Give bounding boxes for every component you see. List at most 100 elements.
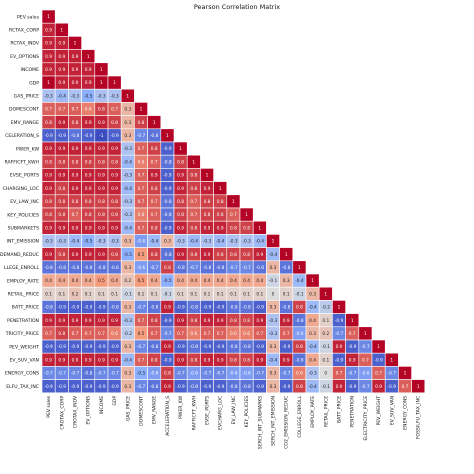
cell-value-label: -0.1 bbox=[163, 291, 172, 297]
cell-value-label: 0.8 bbox=[151, 252, 158, 258]
cell-value-label: 1 bbox=[272, 239, 275, 245]
cell-value-label: -0.8 bbox=[58, 265, 67, 271]
cell-value-label: 0.8 bbox=[177, 159, 184, 165]
cell-value-label: 0.6 bbox=[243, 331, 250, 337]
cell-value-label: 0.3 bbox=[270, 371, 277, 377]
cell-value-label: 0.8 bbox=[58, 252, 65, 258]
cell-value-label: -0.1 bbox=[124, 291, 133, 297]
y-tick-label: RETAIL_PRICE bbox=[8, 292, 39, 298]
cell-value-label: -0.9 bbox=[84, 344, 93, 350]
cell-value-label: 0.9 bbox=[204, 318, 211, 324]
cell-value-label: -0.9 bbox=[282, 384, 291, 390]
x-tick-label: PEV_WEIGHT bbox=[376, 396, 382, 426]
cell-value-label: -0.8 bbox=[150, 384, 159, 390]
cell-value-label: -0.8 bbox=[163, 212, 172, 218]
cell-value-label: -0.8 bbox=[150, 344, 159, 350]
cell-value-label: -0.8 bbox=[229, 305, 238, 311]
cell-value-label: 0.8 bbox=[243, 225, 250, 231]
cell-value-label: 0.8 bbox=[45, 212, 52, 218]
cell-value-label: 0.9 bbox=[45, 41, 52, 47]
cell-value-label: 0.8 bbox=[217, 252, 224, 258]
cell-value-label: 0.1 bbox=[45, 291, 52, 297]
cell-value-label: -0.3 bbox=[58, 239, 67, 245]
cell-value-label: 0.9 bbox=[204, 357, 211, 363]
cell-value-label: -0.8 bbox=[242, 344, 251, 350]
cell-value-label: -0.3 bbox=[124, 212, 133, 218]
cell-value-label: -0.9 bbox=[163, 173, 172, 179]
cell-value-label: 0.3 bbox=[270, 384, 277, 390]
cell-value-label: -0.9 bbox=[71, 384, 80, 390]
cell-value-label: -0.9 bbox=[84, 305, 93, 311]
cell-value-label: -0.4 bbox=[150, 239, 159, 245]
cell-value-label: -0.9 bbox=[71, 305, 80, 311]
cell-value-label: -0.9 bbox=[256, 384, 265, 390]
cell-value-label: 0.8 bbox=[45, 199, 52, 205]
cell-value-label: -0.8 bbox=[44, 265, 53, 271]
cell-value-label: -0.1 bbox=[269, 278, 278, 284]
cell-value-label: -0.5 bbox=[163, 278, 172, 284]
cell-value-label: 1 bbox=[47, 80, 50, 86]
cell-value-label: 0.9 bbox=[204, 186, 211, 192]
cell-value-label: -0.9 bbox=[58, 133, 67, 139]
cell-value-label: 0.8 bbox=[177, 212, 184, 218]
cell-value-label: -0.9 bbox=[163, 186, 172, 192]
y-tick-label: ENERGY_CONS bbox=[5, 371, 39, 377]
cell-value-label: 0.7 bbox=[177, 331, 184, 337]
cell-value-label: -0.9 bbox=[176, 344, 185, 350]
cell-value-label: -0.9 bbox=[374, 357, 383, 363]
cell-value-label: -0.9 bbox=[58, 344, 67, 350]
cell-value-label: 0.4 bbox=[309, 318, 316, 324]
cell-value-label: -0.9 bbox=[348, 384, 357, 390]
cell-value-label: 1 bbox=[74, 41, 77, 47]
cell-value-label: -0.3 bbox=[44, 93, 53, 99]
cell-value-label: 1 bbox=[153, 120, 156, 126]
cell-value-label: 0.9 bbox=[58, 173, 65, 179]
cell-value-label: 0.9 bbox=[45, 252, 52, 258]
cell-value-label: 0.8 bbox=[217, 199, 224, 205]
x-tick-label: ELECTRICITY_PRICE bbox=[363, 396, 369, 441]
cell-value-label: 0.7 bbox=[138, 186, 145, 192]
cell-value-label: 1 bbox=[47, 14, 50, 20]
cell-value-label: -0.6 bbox=[295, 331, 304, 337]
y-tick-label: CHARGING_LOC bbox=[3, 186, 39, 192]
cell-value-label: -0.6 bbox=[190, 371, 199, 377]
y-tick-label: EV_SUV_VAN bbox=[10, 358, 40, 364]
cell-value-label: 0.7 bbox=[111, 107, 118, 113]
cell-value-label: -0.4 bbox=[71, 239, 80, 245]
cell-value-label: 0.6 bbox=[296, 371, 303, 377]
cell-value-label: 0.4 bbox=[243, 278, 250, 284]
cell-value-label: 0.5 bbox=[138, 252, 145, 258]
y-tick-label: EV_OPTIONS bbox=[10, 54, 39, 60]
cell-value-label: 0.3 bbox=[124, 133, 131, 139]
y-tick-label: EV_LAW_INC bbox=[10, 199, 39, 205]
cell-value-label: -0.1 bbox=[322, 344, 331, 350]
cell-value-label: -0.3 bbox=[242, 239, 251, 245]
cell-value-label: -0.8 bbox=[163, 252, 172, 258]
cell-value-label: -0.7 bbox=[137, 133, 146, 139]
cell-value-label: 0.8 bbox=[98, 159, 105, 165]
cell-value-label: 0.8 bbox=[190, 186, 197, 192]
cell-value-label: 0.8 bbox=[151, 357, 158, 363]
cell-value-label: -0.7 bbox=[190, 265, 199, 271]
cell-value-label: -0.7 bbox=[229, 265, 238, 271]
cell-value-label: 1 bbox=[258, 225, 261, 231]
cell-value-label: 0.9 bbox=[45, 67, 52, 73]
x-tick-label: EV_OPTIONS bbox=[86, 396, 92, 425]
cell-value-label: 0.8 bbox=[190, 252, 197, 258]
cell-value-label: 1 bbox=[351, 318, 354, 324]
cell-value-label: 0.8 bbox=[45, 120, 52, 126]
cell-value-label: 0.2 bbox=[72, 291, 79, 297]
cell-value-label: 1 bbox=[140, 107, 143, 113]
cell-value-label: -0.9 bbox=[44, 133, 53, 139]
cell-value-label: -0.9 bbox=[256, 305, 265, 311]
cell-value-label: 0.9 bbox=[98, 173, 105, 179]
cell-value-label: 1 bbox=[364, 331, 367, 337]
cell-value-label: 0.8 bbox=[151, 318, 158, 324]
y-tick-label: LLEGE_ENROLL bbox=[4, 265, 39, 271]
cell-value-label: -0.3 bbox=[229, 239, 238, 245]
y-tick-label: PWER_KW bbox=[16, 146, 40, 152]
cell-value-label: 0.7 bbox=[138, 357, 145, 363]
cell-value-label: 0.8 bbox=[111, 159, 118, 165]
cell-value-label: -0.8 bbox=[203, 265, 212, 271]
cell-value-label: -0.8 bbox=[110, 305, 119, 311]
